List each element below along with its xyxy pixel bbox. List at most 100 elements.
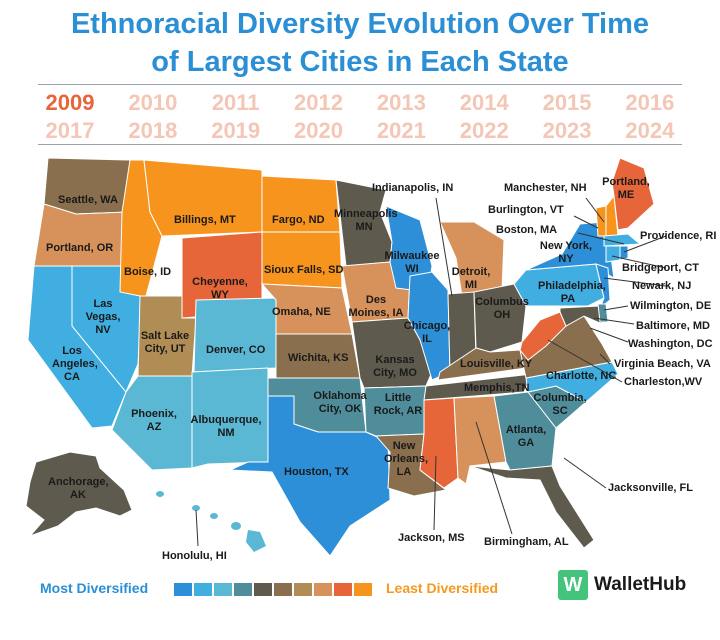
state-ma[interactable]	[603, 233, 642, 247]
state-hi-island-5[interactable]	[246, 530, 266, 552]
label-denver: Denver, CO	[206, 344, 266, 356]
map-title-line1: Ethnoracial Diversity Evolution Over Tim…	[70, 8, 650, 40]
legend-swatch-3	[214, 583, 232, 596]
divider-bottom	[38, 144, 682, 145]
state-vt[interactable]	[595, 205, 607, 237]
us-map	[25, 157, 667, 557]
label-seattle: Seattle, WA	[58, 194, 118, 206]
state-sd[interactable]	[261, 231, 343, 289]
label-phoenix: Phoenix, AZ	[131, 408, 177, 433]
legend-swatch-9	[334, 583, 352, 596]
legend-color-scale	[174, 583, 372, 596]
label-jacksonville: Jacksonville, FL	[608, 482, 693, 494]
leader-lines	[195, 197, 667, 547]
year-2012[interactable]: 2012	[294, 90, 343, 115]
label-boise: Boise, ID	[124, 266, 172, 278]
label-honolulu: Honolulu, HI	[162, 550, 227, 562]
legend-swatch-8	[314, 583, 332, 596]
state-fl[interactable]	[469, 465, 595, 549]
label-las-vegas: Las Vegas, NV	[85, 298, 121, 336]
label-charleston: Charleston,WV	[624, 376, 703, 388]
year-2017[interactable]: 2017	[45, 118, 95, 143]
legend-most-label: Most Diversified	[40, 580, 149, 596]
label-portland-me: Portland, ME	[602, 176, 650, 201]
year-2016[interactable]: 2016	[625, 90, 675, 115]
label-salt-lake-city: Salt Lake City, UT	[140, 330, 190, 355]
label-los-angeles: Los Angeles, CA	[52, 345, 98, 383]
label-portland-or: Portland, OR	[46, 242, 114, 254]
state-ri[interactable]	[619, 245, 629, 261]
label-manchester: Manchester, NH	[504, 182, 587, 194]
wallethub-logo-icon: W	[558, 570, 588, 600]
label-louisville: Louisville, KY	[460, 358, 533, 370]
label-sioux-falls: Sioux Falls, SD	[264, 264, 344, 276]
label-charlotte: Charlotte, NC	[546, 370, 617, 382]
divider-top	[38, 84, 682, 85]
year-2011[interactable]: 2011	[211, 90, 260, 115]
state-hi-island-1[interactable]	[156, 491, 164, 497]
state-nm[interactable]	[191, 367, 269, 469]
label-bridgeport: Bridgeport, CT	[622, 262, 699, 274]
year-2023[interactable]: 2023	[542, 118, 592, 143]
state-tx[interactable]	[229, 395, 391, 557]
label-providence: Providence, RI	[640, 230, 717, 242]
state-hi-island-2[interactable]	[192, 505, 200, 511]
label-new-york: New York, NY	[539, 240, 593, 265]
label-des-moines: Des Moines, IA	[348, 294, 404, 319]
label-baltimore: Baltimore, MD	[636, 320, 710, 332]
state-hi-island-4[interactable]	[231, 522, 241, 530]
legend-swatch-10	[354, 583, 372, 596]
legend-swatch-4	[234, 583, 252, 596]
label-kansas-city: Kansas City, MO	[373, 354, 417, 379]
label-philadelphia: Philadelphia, PA	[538, 280, 606, 305]
year-2024[interactable]: 2024	[625, 118, 675, 143]
year-2010[interactable]: 2010	[128, 90, 178, 115]
label-indianapolis: Indianapolis, IN	[372, 182, 454, 194]
state-me[interactable]	[611, 157, 655, 231]
legend-swatch-5	[254, 583, 272, 596]
label-new-orleans: New Orleans, LA	[384, 440, 429, 478]
label-anchorage: Anchorage, AK	[48, 476, 109, 501]
legend-swatch-1	[174, 583, 192, 596]
label-wilmington: Wilmington, DE	[630, 300, 712, 312]
year-2021[interactable]: 2021	[376, 118, 426, 143]
state-co[interactable]	[193, 297, 277, 373]
legend-least-label: Least Diversified	[386, 580, 499, 596]
year-row-1: 2009 2010 2011 2012 2013 2014 2015 2016	[30, 90, 690, 116]
label-columbus: Columbus OH	[475, 296, 529, 321]
year-2020[interactable]: 2020	[294, 118, 343, 143]
year-2009[interactable]: 2009	[45, 90, 95, 115]
label-oklahoma-city: Oklahoma City, OK	[313, 390, 367, 415]
year-2019[interactable]: 2019	[211, 118, 261, 143]
state-ak[interactable]	[25, 451, 133, 538]
label-chicago: Chicago, IL	[403, 320, 451, 345]
label-little-rock: Little Rock, AR	[373, 392, 423, 417]
label-virginia-beach: Virginia Beach, VA	[614, 358, 711, 370]
wallethub-logo-text: WalletHub	[594, 574, 687, 595]
label-omaha: Omaha, NE	[272, 306, 331, 318]
year-2015[interactable]: 2015	[542, 90, 592, 115]
label-milwaukee: Milwaukee WI	[384, 250, 440, 275]
label-jackson: Jackson, MS	[398, 532, 465, 544]
label-cheyenne: Cheyenne, WY	[192, 276, 248, 301]
state-ct[interactable]	[605, 245, 621, 263]
year-2013[interactable]: 2013	[376, 90, 426, 115]
state-wv[interactable]	[519, 311, 567, 361]
label-detroit: Detroit, MI	[451, 266, 491, 291]
label-fargo: Fargo, ND	[272, 214, 325, 226]
year-2014[interactable]: 2014	[459, 90, 509, 115]
label-columbia: Columbia, SC	[533, 392, 587, 417]
label-atlanta: Atlanta, GA	[505, 424, 547, 449]
label-minneapolis: Minneapolis MN	[334, 208, 398, 233]
state-de[interactable]	[597, 303, 609, 323]
year-row-2: 2017 2018 2019 2020 2021 2022 2023 2024	[30, 118, 690, 144]
label-houston: Houston, TX	[284, 466, 349, 478]
year-2022[interactable]: 2022	[459, 118, 509, 143]
state-hi-island-3[interactable]	[210, 513, 218, 519]
label-albuquerque: Albuquerque, NM	[190, 414, 262, 439]
state-mt[interactable]	[143, 159, 263, 237]
year-2018[interactable]: 2018	[128, 118, 178, 143]
label-billings: Billings, MT	[174, 214, 236, 226]
legend-swatch-6	[274, 583, 292, 596]
label-birmingham: Birmingham, AL	[484, 536, 569, 548]
